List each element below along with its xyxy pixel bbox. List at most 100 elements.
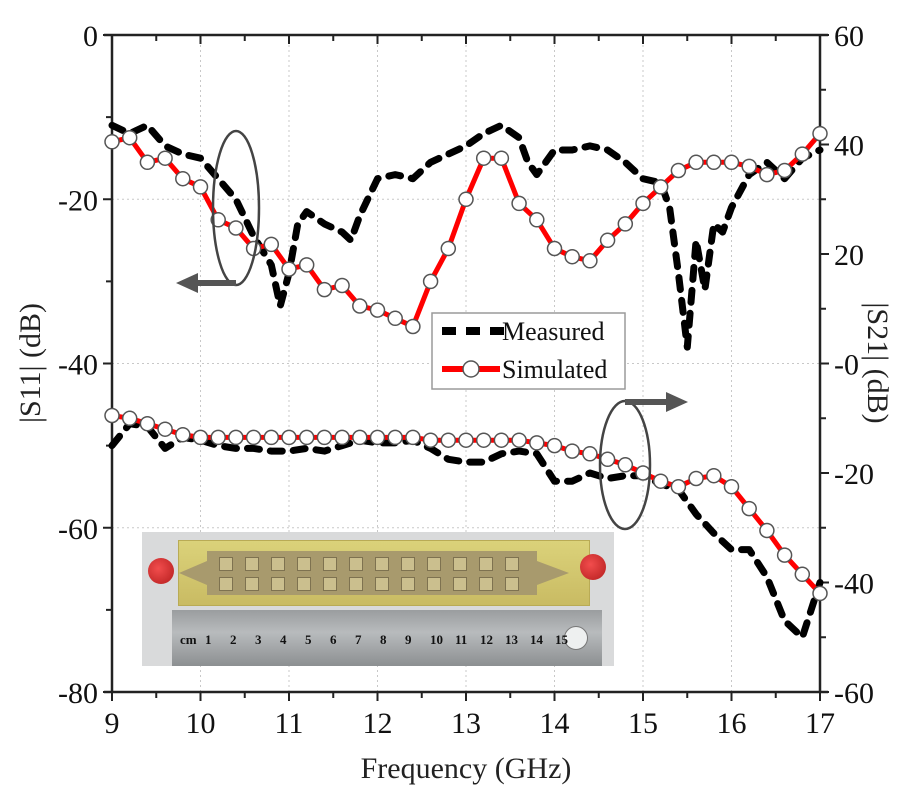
pcb-unit-cell	[375, 557, 389, 571]
pcb-unit-cell	[271, 577, 285, 591]
right-y-tick-label: 60	[834, 20, 864, 53]
x-tick-label: 17	[805, 707, 835, 740]
x-tick-label: 14	[540, 707, 570, 740]
pcb-unit-cell	[219, 577, 233, 591]
s11-simulated-marker	[493, 150, 510, 166]
s21-simulated-marker	[564, 443, 580, 459]
ruler-label: 11	[455, 632, 468, 647]
s21-simulated-marker	[741, 500, 757, 517]
s21-simulated-marker	[706, 467, 722, 484]
x-tick-label: 13	[451, 707, 481, 740]
s11-simulated-marker	[458, 191, 474, 208]
s11-simulated-marker	[741, 158, 757, 175]
s11-simulated-marker	[422, 273, 439, 290]
grid-layer	[112, 35, 820, 692]
sma-connector-left	[148, 558, 174, 584]
x-tick-label: 10	[186, 707, 216, 740]
s21-simulated-marker	[298, 429, 315, 446]
right-y-tick-label: -0	[834, 349, 859, 382]
s21-simulated-marker	[582, 446, 598, 462]
s11-simulated-marker	[475, 150, 492, 166]
s21-simulated-marker	[776, 547, 793, 563]
ruler-label: 5	[305, 632, 312, 647]
right-y-tick-label: -20	[834, 458, 874, 491]
s11-simulated-marker	[723, 154, 740, 171]
pcb-unit-cell	[323, 577, 337, 591]
ruler-label: 14	[530, 632, 543, 647]
s21-simulated-marker	[688, 470, 704, 487]
series-layer	[104, 121, 828, 641]
s21-simulated-marker	[316, 429, 333, 446]
pcb-board	[178, 540, 590, 606]
s11-simulated-marker	[759, 166, 775, 183]
s21-simulated-marker	[405, 429, 421, 446]
pcb-unit-cell	[219, 557, 233, 571]
s11-simulated-marker	[635, 195, 651, 212]
s21-simulated-marker	[670, 478, 687, 495]
s21-simulated-marker	[281, 429, 297, 446]
pcb-taper-left	[179, 561, 207, 585]
annotation-layer	[176, 129, 688, 531]
s21-simulated-marker	[794, 566, 811, 583]
pcb-unit-cell	[349, 577, 363, 591]
right-y-tick-label: 40	[834, 130, 864, 163]
s21-simulated-marker	[599, 451, 616, 468]
left-y-tick-label: -40	[58, 349, 98, 382]
s11-simulated-marker	[298, 257, 315, 273]
x-axis-title: Frequency (GHz)	[361, 752, 572, 785]
axes-layer: 9 10 11 12 13 14 15 16 170-20-40-60-80604020-0-2…	[58, 20, 874, 740]
pcb-unit-cell	[323, 557, 337, 571]
s11-simulated-marker	[812, 125, 828, 142]
ruler-label: 4	[280, 632, 287, 647]
pcb-unit-cell	[297, 557, 311, 571]
s21-simulated-marker	[210, 429, 226, 446]
x-tick-label: 15	[628, 707, 658, 740]
legend-box	[431, 312, 626, 390]
s11-simulated-marker	[440, 240, 457, 257]
s21-simulated-marker	[245, 429, 262, 446]
ruler-hole	[564, 626, 588, 650]
s11-simulated-marker	[511, 195, 527, 212]
s11-simulated-marker	[688, 154, 704, 171]
ruler-label: 3	[255, 632, 262, 647]
x-tick-label: 11	[275, 707, 304, 740]
s11-simulated-marker	[670, 162, 687, 179]
pcb-unit-cell	[453, 577, 467, 591]
prototype-photo-inset: cm 1 2 3 4 5 6 7 8 9 10 11 12 13 14 15	[142, 532, 614, 666]
s11-simulated-marker	[776, 162, 793, 179]
s11-simulated-marker	[352, 298, 368, 314]
s11-simulated-marker	[104, 134, 120, 150]
right-y-axis-title: |S21| (dB)	[861, 302, 894, 423]
ruler-label: 1	[205, 632, 212, 647]
s21-simulated-marker	[617, 457, 634, 473]
s21-simulated-marker	[334, 429, 350, 446]
s11-simulated-marker	[652, 179, 669, 195]
s21-simulated-marker	[139, 415, 156, 432]
s11-simulated-marker	[175, 170, 191, 187]
s11-simulated-marker	[405, 318, 421, 335]
pcb-unit-cell	[453, 557, 467, 571]
ruler-label: 9	[405, 632, 412, 647]
s11-simulated-marker	[210, 212, 226, 228]
s11-simulated-marker	[564, 248, 580, 265]
pcb-unit-cell	[349, 557, 363, 571]
s21-simulated-marker	[157, 421, 173, 437]
s21-simulated-marker	[440, 432, 457, 448]
ruler-label: 10	[430, 632, 443, 647]
s21-simulated-marker	[546, 437, 563, 454]
pcb-unit-cell	[297, 577, 311, 591]
s11-simulated-marker	[228, 220, 244, 236]
s11-simulated-marker	[599, 232, 616, 249]
ruler-label: 13	[505, 632, 518, 647]
ruler-label: 2	[230, 632, 237, 647]
ruler-label: 8	[380, 632, 387, 647]
s21-simulated-marker	[759, 522, 775, 539]
left-y-tick-label: 0	[83, 20, 98, 53]
s11-simulated-marker	[387, 310, 403, 327]
s21-simulated-marker	[352, 429, 368, 446]
s11-simulated-marker	[281, 261, 297, 277]
x-tick-label: 16	[717, 707, 747, 740]
s11-simulated-marker	[706, 154, 722, 171]
pcb-unit-cell	[427, 557, 441, 571]
